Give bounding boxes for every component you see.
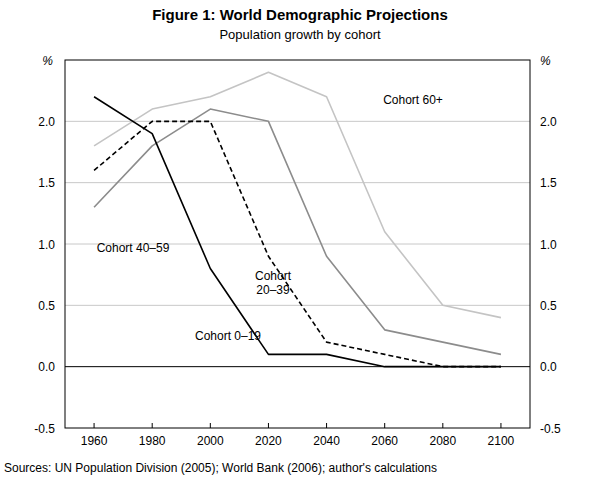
y2-tick-label: 1.5 xyxy=(540,176,557,190)
x-tick-label: 2020 xyxy=(255,434,282,448)
x-tick xyxy=(94,423,95,428)
y-tick-label: 1.5 xyxy=(38,176,55,190)
y-tick-label: 2.0 xyxy=(38,115,55,129)
x-tick xyxy=(384,423,385,428)
y2-axis-label: % xyxy=(540,54,551,68)
x-tick-label: 2080 xyxy=(429,434,456,448)
grid xyxy=(65,121,530,366)
series-label: Cohort 40–59 xyxy=(97,241,170,255)
x-tick-label: 2040 xyxy=(313,434,340,448)
grid-line xyxy=(65,305,530,306)
y-axis-label: % xyxy=(42,54,53,68)
series-line xyxy=(94,109,501,354)
x-tick-label: 2000 xyxy=(197,434,224,448)
x-tick-label: 1960 xyxy=(81,434,108,448)
y2-tick-label: -0.5 xyxy=(540,422,561,436)
series-label-line: 20–39 xyxy=(256,283,290,297)
x-tick xyxy=(326,423,327,428)
y-tick-label: 0.0 xyxy=(38,360,55,374)
chart: Figure 1: World Demographic Projections P… xyxy=(0,0,600,480)
x-tick xyxy=(152,423,153,428)
x-tick xyxy=(210,423,211,428)
title: Figure 1: World Demographic Projections xyxy=(152,6,448,23)
x-tick xyxy=(268,423,269,428)
x-tick-label: 2100 xyxy=(488,434,515,448)
y-tick-label: 0.5 xyxy=(38,299,55,313)
source-note: Sources: UN Population Division (2005); … xyxy=(4,461,437,475)
y2-tick-label: 2.0 xyxy=(540,115,557,129)
y2-tick-label: 1.0 xyxy=(540,238,557,252)
y-tick-label: 1.0 xyxy=(38,238,55,252)
x-tick xyxy=(500,423,501,428)
series-label: Cohort20–39 xyxy=(255,269,292,297)
series-label: Cohort 60+ xyxy=(383,93,443,107)
y-tick-label: -0.5 xyxy=(34,422,55,436)
series-line xyxy=(94,72,501,317)
series-label-line: Cohort xyxy=(255,269,292,283)
grid-line xyxy=(65,182,530,183)
y2-tick-label: 0.5 xyxy=(540,299,557,313)
y2-tick-label: 0.0 xyxy=(540,360,557,374)
x-tick xyxy=(442,423,443,428)
series-label: Cohort 0–19 xyxy=(195,329,261,343)
lines xyxy=(94,72,501,366)
subtitle: Population growth by cohort xyxy=(219,27,381,42)
series-line xyxy=(94,121,501,366)
series-line xyxy=(94,97,501,367)
x-tick-label: 2060 xyxy=(371,434,398,448)
plot-frame xyxy=(65,60,530,428)
x-tick-label: 1980 xyxy=(139,434,166,448)
